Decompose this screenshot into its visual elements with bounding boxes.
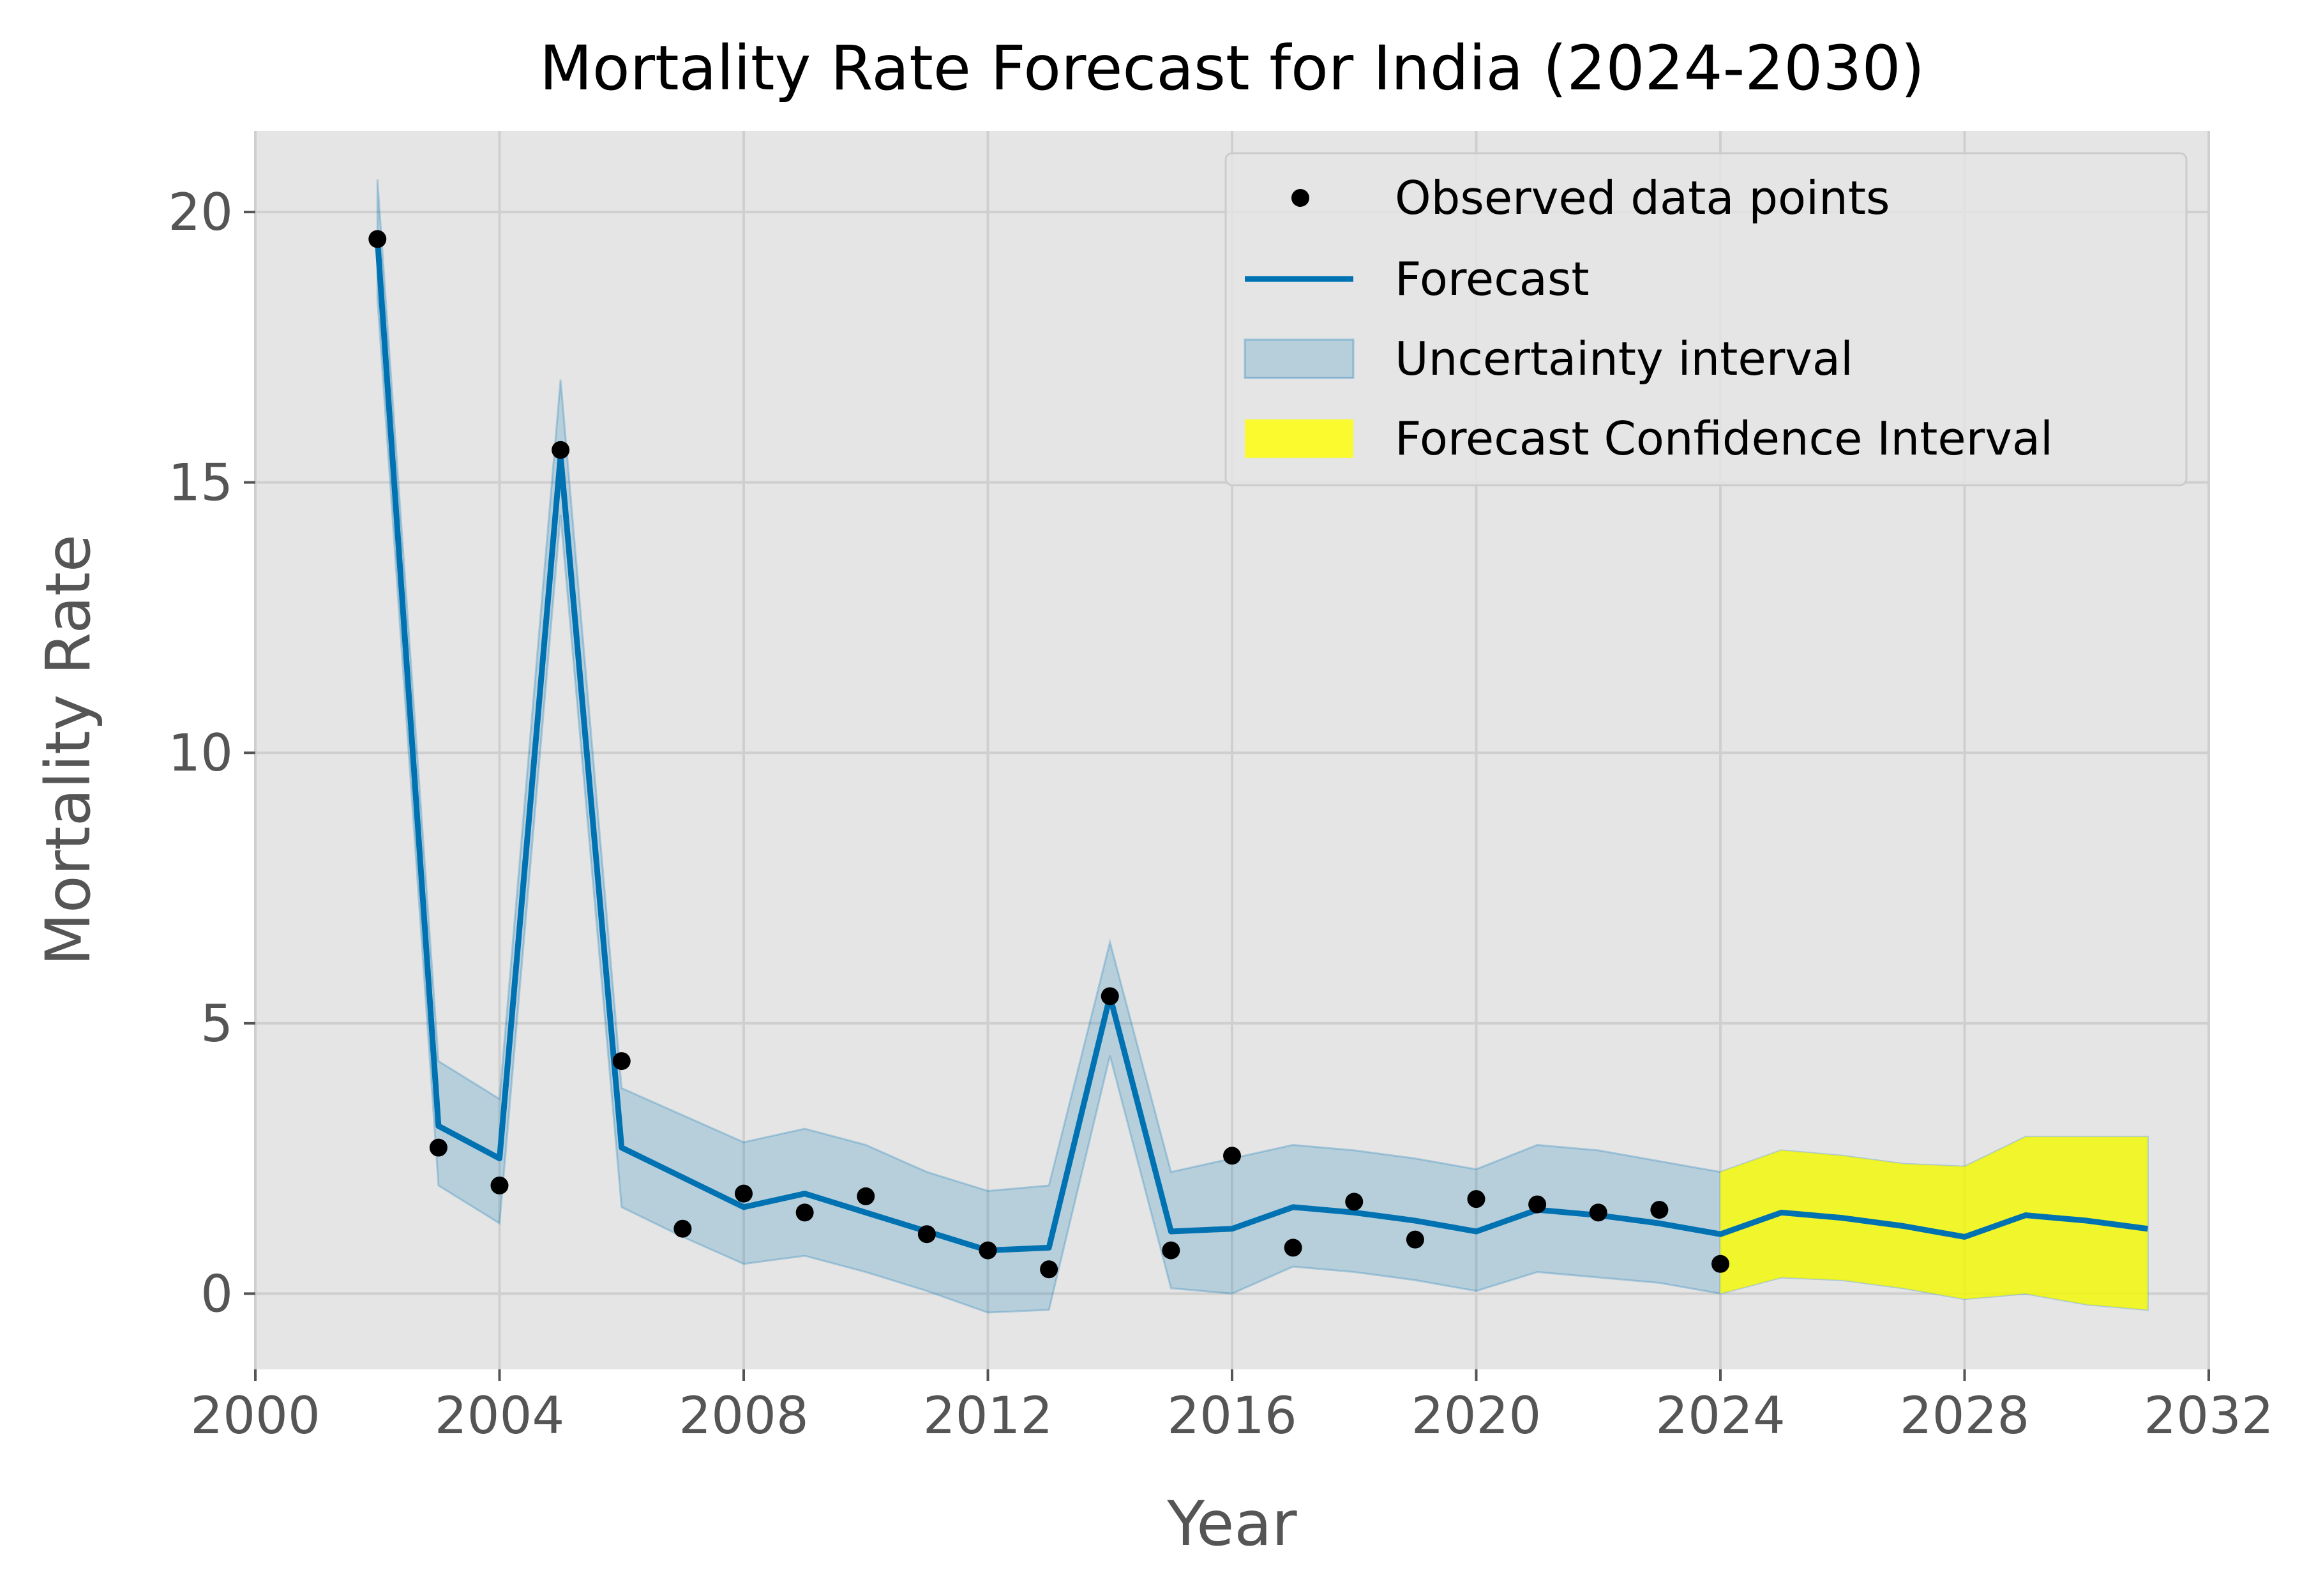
observed-point <box>857 1187 875 1205</box>
observed-point <box>552 440 570 459</box>
x-tick-label: 2012 <box>923 1386 1053 1445</box>
observed-point <box>1162 1241 1180 1260</box>
observed-point <box>1284 1238 1302 1257</box>
y-tick-label: 10 <box>168 723 233 783</box>
y-tick-label: 20 <box>168 183 233 242</box>
x-tick-label: 2000 <box>190 1386 320 1445</box>
observed-point <box>368 230 387 248</box>
observed-point <box>673 1219 692 1238</box>
legend-label-forecast-ci: Forecast Confidence Interval <box>1395 412 2053 465</box>
observed-point <box>1101 987 1119 1005</box>
tick-labels: 2000 2004 2008 2012 2016 2020 2024 2028 2032 0 5 10… <box>168 183 2274 1445</box>
observed-point <box>612 1052 631 1071</box>
legend-marker-forecast-ci <box>1245 419 1353 458</box>
chart-title: Mortality Rate Forecast for India (2024-… <box>539 33 1925 104</box>
x-tick-label: 2028 <box>1900 1386 2030 1445</box>
x-tick-label: 2024 <box>1655 1386 1786 1445</box>
uncertainty-bands <box>376 179 2149 1314</box>
observed-point <box>1528 1195 1547 1214</box>
y-tick-label: 15 <box>168 453 233 513</box>
forecast-confidence-interval-band <box>1720 1136 2148 1310</box>
legend-label-forecast: Forecast <box>1395 252 1590 306</box>
observed-points <box>368 230 1729 1279</box>
legend-label-uncertainty: Uncertainty interval <box>1395 332 1853 386</box>
observed-point <box>1589 1203 1607 1222</box>
observed-point <box>1223 1147 1241 1165</box>
observed-point <box>1711 1254 1729 1273</box>
x-tick-label: 2016 <box>1167 1386 1297 1445</box>
x-tick-label: 2004 <box>435 1386 565 1445</box>
observed-point <box>429 1138 447 1157</box>
observed-point <box>1040 1260 1058 1279</box>
legend-label-observed: Observed data points <box>1395 171 1890 225</box>
y-tick-label: 0 <box>200 1264 233 1323</box>
observed-point <box>795 1203 814 1222</box>
x-tick-label: 2008 <box>679 1386 809 1445</box>
legend-frame <box>1224 152 2188 486</box>
y-tick-label: 5 <box>200 994 233 1053</box>
observed-point <box>1467 1190 1485 1208</box>
observed-point <box>979 1241 997 1260</box>
observed-point <box>1650 1201 1669 1219</box>
observed-point <box>1345 1193 1364 1211</box>
x-axis-label: Year <box>1166 1488 1297 1560</box>
forecast-line-layer <box>374 239 2148 1254</box>
x-tick-label: 2032 <box>2144 1386 2274 1445</box>
forecast-line <box>374 239 2148 1254</box>
observed-point <box>917 1225 936 1244</box>
legend-marker-uncertainty <box>1244 338 1355 379</box>
observed-point <box>735 1184 753 1203</box>
observed-point <box>1406 1230 1424 1249</box>
legend: Observed data points Forecast Uncertaint… <box>1224 152 2188 486</box>
observed-point <box>490 1176 509 1194</box>
x-tick-label: 2020 <box>1411 1386 1542 1445</box>
y-axis-label: Mortality Rate <box>33 534 104 966</box>
legend-marker-observed <box>1291 189 1309 207</box>
